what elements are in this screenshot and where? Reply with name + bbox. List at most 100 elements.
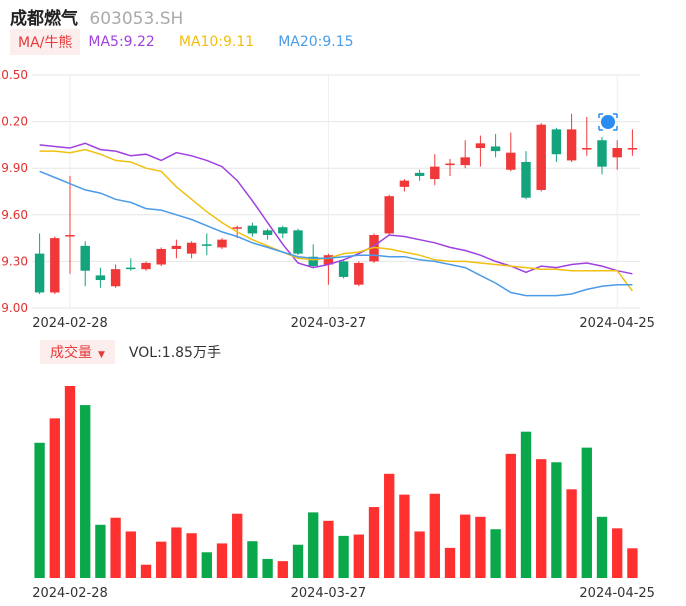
volume-bar — [520, 431, 532, 578]
candle-body — [338, 261, 349, 277]
candle — [551, 127, 562, 162]
candle — [110, 264, 121, 288]
volume-bar — [551, 462, 562, 578]
y-tick-label: 9.00 — [1, 301, 28, 315]
candle-body — [597, 140, 607, 167]
candlestick-series — [34, 113, 638, 295]
volume-bars — [34, 386, 638, 578]
volume-tag-label: 成交量 — [50, 345, 92, 361]
volume-bar — [612, 528, 623, 578]
volume-bar — [384, 473, 395, 578]
dropdown-arrow-icon: ▼ — [98, 350, 105, 360]
y-tick-label: 10.50 — [0, 68, 28, 82]
candle-body — [156, 248, 166, 265]
stock-code: 603053.SH — [89, 9, 184, 29]
candle — [627, 129, 638, 156]
candle — [338, 259, 349, 279]
candle-body — [627, 148, 638, 150]
volume-bar — [262, 558, 273, 578]
volume-legend: 成交量 ▼ VOL:1.85万手 — [40, 340, 221, 364]
volume-bar — [308, 512, 319, 578]
candle-body — [171, 245, 182, 249]
candle — [126, 258, 136, 271]
candle-body — [506, 152, 516, 170]
volume-bar — [475, 516, 486, 578]
volume-x-axis: 2024-02-28 2024-03-27 2024-04-25 — [32, 586, 655, 601]
x-tick-label: 2024-03-27 — [291, 586, 367, 601]
candle-body — [475, 143, 486, 149]
volume-indicator-tag[interactable]: 成交量 ▼ — [40, 340, 115, 364]
volume-bar — [596, 516, 608, 578]
candle-body — [247, 225, 258, 234]
candle — [171, 239, 182, 259]
ma10-line — [39, 148, 633, 292]
volume-bar — [338, 535, 349, 578]
volume-bar — [460, 514, 471, 578]
candle-body — [141, 262, 151, 270]
candle-body — [566, 129, 577, 161]
volume-bar — [414, 531, 425, 578]
candle — [460, 140, 470, 169]
ma5-legend-item: MA5:9.22 — [88, 34, 155, 50]
candle — [490, 134, 501, 158]
ma20-line — [39, 170, 633, 297]
candle — [141, 261, 151, 271]
candle-body — [126, 267, 136, 270]
candle-body — [354, 262, 364, 285]
candle — [186, 241, 197, 259]
candle-body — [202, 244, 212, 246]
y-tick-label: 9.90 — [1, 161, 28, 175]
candle-body — [323, 255, 334, 265]
volume-bar — [201, 552, 212, 578]
candle-body — [186, 242, 197, 254]
volume-bar — [368, 507, 380, 578]
candle-body — [217, 239, 227, 248]
candle-body — [232, 227, 242, 229]
volume-bar — [292, 544, 304, 578]
candle — [354, 261, 364, 287]
candle-body — [293, 230, 303, 254]
volume-bar — [323, 520, 334, 578]
candle — [217, 238, 227, 249]
candle — [262, 228, 273, 240]
ma20-legend-item: MA20:9.15 — [278, 34, 354, 50]
candle-body — [551, 129, 562, 155]
volume-bar — [186, 533, 197, 578]
y-tick-label: 10.20 — [0, 115, 28, 129]
volume-bar — [125, 531, 136, 578]
candle-body — [278, 227, 288, 234]
latest-marker-icon[interactable] — [598, 113, 618, 131]
volume-bar — [140, 564, 152, 578]
candle-body — [445, 163, 455, 166]
volume-bar — [627, 548, 638, 578]
volume-bar — [399, 494, 410, 578]
candle — [369, 233, 379, 263]
y-tick-label: 9.30 — [1, 254, 28, 268]
candle-body — [65, 234, 75, 237]
candle-body — [460, 157, 470, 166]
candle-body — [110, 269, 121, 287]
candle-body — [95, 275, 106, 281]
candle — [65, 175, 75, 274]
candle-body — [34, 253, 45, 293]
candle-body — [399, 180, 410, 187]
candle-body — [521, 161, 531, 198]
candle-body — [80, 245, 90, 271]
volume-bar — [216, 543, 228, 578]
candle — [95, 267, 106, 288]
candle — [445, 158, 455, 176]
candle — [475, 135, 486, 167]
candle-body — [369, 234, 379, 262]
candle — [414, 169, 425, 181]
volume-bar — [49, 418, 60, 578]
x-tick-label: 2024-03-27 — [291, 316, 367, 331]
ma5-line — [39, 142, 633, 275]
candle-body — [262, 230, 273, 235]
price-axis: 9.00 9.30 9.60 9.90 10.20 10.50 — [0, 68, 28, 315]
candle — [308, 244, 318, 268]
y-tick-label: 9.60 — [1, 208, 28, 222]
ma-indicator-tag[interactable]: MA/牛熊 — [10, 29, 81, 55]
volume-bar — [80, 405, 91, 578]
volume-bar — [156, 541, 167, 578]
volume-bar — [95, 524, 106, 578]
